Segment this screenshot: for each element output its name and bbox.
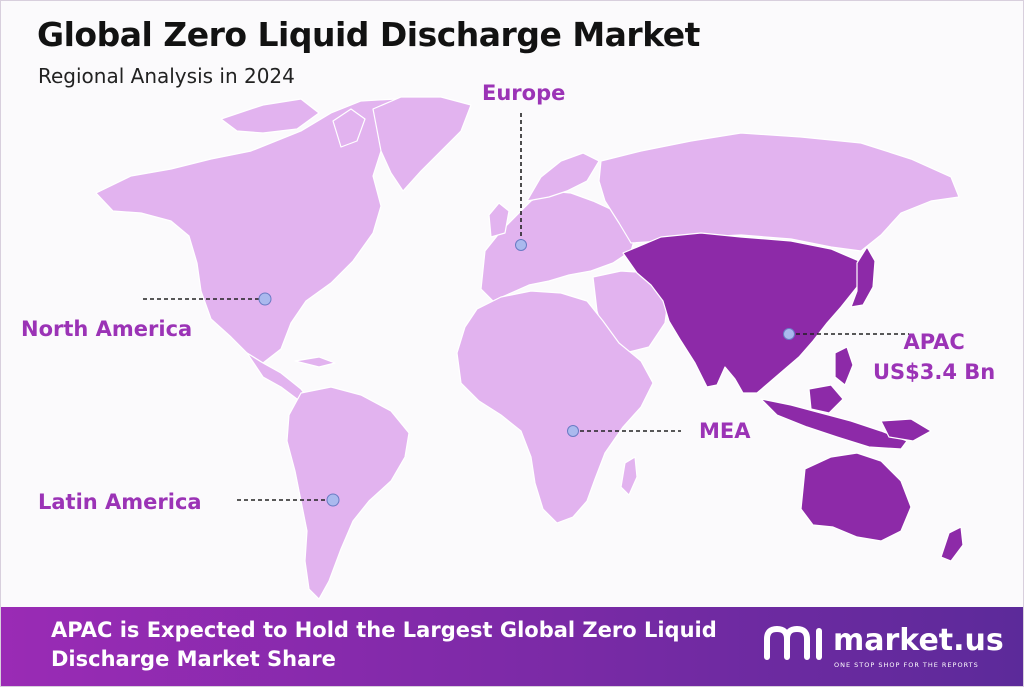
banner-text: APAC is Expected to Hold the Largest Glo… [51,616,751,674]
indonesia-shape [760,398,908,450]
north-america-shape [95,98,412,364]
japan-shape [850,246,876,308]
borneo-shape [808,384,844,414]
europe-label: Europe [482,81,566,105]
brand-block: market.us ONE STOP SHOP FOR THE REPORTS [763,617,1013,677]
scandinavia-shape [526,152,600,202]
north-america-marker [258,292,272,306]
australia-shape [800,452,912,542]
europe-marker [515,239,527,251]
world-map [95,96,964,600]
mea-marker [567,425,579,437]
philippines-shape [834,346,854,386]
arctic-islands-shape [220,98,320,134]
market-us-logo-icon [764,625,822,660]
south-america-shape [286,386,410,600]
brand-tagline: ONE STOP SHOP FOR THE REPORTS [834,661,979,669]
apac-marker [783,328,795,340]
mea-label: MEA [699,419,751,443]
uk-shape [488,202,510,238]
brand-name: market.us [833,623,1004,658]
page-subtitle: Regional Analysis in 2024 [38,64,295,88]
page-title: Global Zero Liquid Discharge Market [37,15,700,54]
banner-line-2: Discharge Market Share [51,647,336,671]
northern-asia-shape [598,132,960,252]
apac-value: US$3.4 Bn [873,360,996,384]
greenland-shape [372,96,472,192]
latin-america-label: Latin America [38,490,202,514]
africa-shape [456,290,654,524]
baffin-shape [332,108,366,148]
apac-mainland-shape [622,232,860,394]
footer-banner: APAC is Expected to Hold the Largest Glo… [1,607,1023,686]
banner-line-1: APAC is Expected to Hold the Largest Glo… [51,618,717,642]
latin-america-marker [326,493,340,507]
apac-name: APAC [903,330,965,354]
north-america-label: North America [21,317,193,341]
new-zealand-shape [940,526,964,562]
apac-label: APAC US$3.4 Bn [873,327,995,387]
papua-shape [880,418,932,442]
madagascar-shape [620,456,638,496]
caribbean-shape [294,356,336,368]
